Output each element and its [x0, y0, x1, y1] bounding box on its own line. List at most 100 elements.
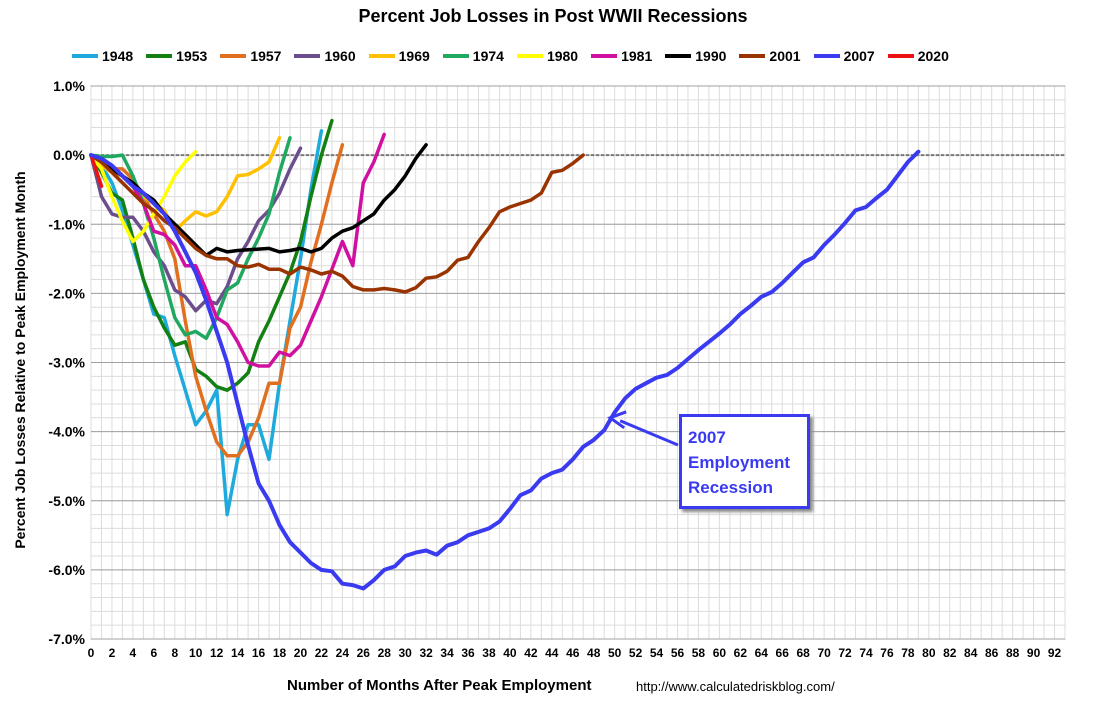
x-tick-label: 2: [109, 646, 116, 660]
legend-label: 1990: [695, 48, 727, 64]
series-line-1953: [89, 118, 334, 392]
x-tick-label: 92: [1048, 646, 1062, 660]
y-tick-label: -2.0%: [48, 285, 85, 301]
legend-swatch: [591, 54, 618, 58]
annotation-line: Recession: [688, 478, 774, 497]
x-tick-label: 26: [357, 646, 371, 660]
y-tick-label: -5.0%: [48, 493, 85, 509]
legend-swatch: [294, 54, 321, 58]
x-tick-label: 8: [171, 646, 178, 660]
x-tick-label: 0: [88, 646, 95, 660]
x-tick-label: 66: [776, 646, 790, 660]
y-tick-label: -7.0%: [48, 631, 85, 647]
legend-swatch: [813, 54, 840, 58]
legend-label: 1948: [102, 48, 134, 64]
x-tick-label: 70: [817, 646, 831, 660]
x-tick-label: 50: [608, 646, 622, 660]
legend-label: 1960: [324, 48, 356, 64]
legend: 1948 1953 1957 1960 1969 1974 1980 1981 1990 2001…: [72, 46, 949, 66]
x-tick-label: 64: [755, 646, 769, 660]
legend-swatch: [442, 54, 469, 58]
series-line-1980: [89, 149, 198, 244]
x-tick-label: 76: [880, 646, 894, 660]
legend-label: 1953: [176, 48, 208, 64]
legend-label: 1981: [621, 48, 653, 64]
legend-swatch: [665, 54, 692, 58]
x-tick-label: 30: [399, 646, 413, 660]
x-tick-label: 82: [943, 646, 957, 660]
legend-swatch: [516, 54, 543, 58]
series-line-1974: [89, 136, 292, 341]
x-tick-label: 46: [566, 646, 580, 660]
x-tick-label: 52: [629, 646, 643, 660]
y-tick-label: 1.0%: [53, 78, 85, 94]
annotation-arrow-shaft: [619, 419, 679, 447]
x-tick-label: 56: [671, 646, 685, 660]
y-tick-label: 0.0%: [53, 147, 85, 163]
x-tick-label: 28: [378, 646, 392, 660]
legend-label: 1957: [250, 48, 282, 64]
x-tick-label: 74: [859, 646, 873, 660]
x-tick-label: 68: [796, 646, 810, 660]
x-tick-label: 48: [587, 646, 601, 660]
y-tick-label: -6.0%: [48, 562, 85, 578]
x-tick-label: 24: [336, 646, 350, 660]
series-line-2007: [89, 149, 921, 591]
x-tick-label: 34: [440, 646, 454, 660]
x-tick-label: 12: [210, 646, 224, 660]
x-tick-label: 88: [1006, 646, 1020, 660]
legend-item-2001: 2001: [739, 48, 801, 64]
y-tick-label: -4.0%: [48, 424, 85, 440]
legend-item-1990: 1990: [665, 48, 726, 64]
x-tick-label: 42: [524, 646, 538, 660]
x-tick-label: 58: [692, 646, 706, 660]
x-tick-label: 72: [838, 646, 852, 660]
legend-label: 1969: [398, 48, 430, 64]
x-tick-label: 60: [713, 646, 727, 660]
x-tick-label: 22: [315, 646, 329, 660]
legend-item-1960: 1960: [294, 48, 356, 64]
x-tick-label: 84: [964, 646, 978, 660]
legend-item-1957: 1957: [220, 48, 281, 64]
x-tick-label: 62: [734, 646, 748, 660]
legend-item-2020: 2020: [887, 48, 949, 64]
legend-item-1953: 1953: [146, 48, 207, 64]
x-tick-label: 80: [922, 646, 936, 660]
legend-swatch: [72, 54, 98, 58]
x-tick-label: 18: [273, 646, 287, 660]
x-tick-label: 6: [150, 646, 157, 660]
legend-label: 1974: [472, 48, 504, 64]
x-tick-label: 86: [985, 646, 999, 660]
legend-item-1969: 1969: [368, 48, 430, 64]
x-tick-label: 20: [294, 646, 308, 660]
x-tick-label: 54: [650, 646, 664, 660]
legend-swatch: [146, 54, 173, 58]
legend-item-1974: 1974: [442, 48, 504, 64]
annotation-line: Employment: [688, 453, 791, 472]
legend-item-1981: 1981: [591, 48, 652, 64]
legend-label: 2007: [843, 48, 875, 64]
legend-label: 1980: [546, 48, 579, 64]
y-tick-label: -1.0%: [48, 216, 85, 232]
x-tick-label: 16: [252, 646, 266, 660]
x-tick-label: 36: [461, 646, 475, 660]
legend-item-1948: 1948: [72, 48, 133, 64]
x-tick-label: 44: [545, 646, 559, 660]
x-axis-label: Number of Months After Peak Employment: [287, 677, 592, 694]
annotation-arrow-head: [607, 410, 627, 430]
legend-swatch: [368, 54, 395, 58]
y-tick-label: -3.0%: [48, 355, 85, 371]
x-tick-label: 32: [419, 646, 433, 660]
annotation-line: 2007: [688, 428, 726, 447]
x-tick-label: 90: [1027, 646, 1041, 660]
series-line-1960: [89, 146, 303, 313]
legend-swatch: [220, 54, 247, 58]
legend-label: 2020: [917, 48, 949, 64]
source-url[interactable]: http://www.calculatedriskblog.com/: [636, 679, 835, 694]
x-tick-label: 38: [482, 646, 496, 660]
x-tick-label: 40: [503, 646, 517, 660]
chart-title: Percent Job Losses in Post WWII Recessio…: [358, 6, 748, 26]
legend-item-2007: 2007: [813, 48, 875, 64]
annotation-2007-box: 2007 Employment Recession: [679, 414, 810, 509]
